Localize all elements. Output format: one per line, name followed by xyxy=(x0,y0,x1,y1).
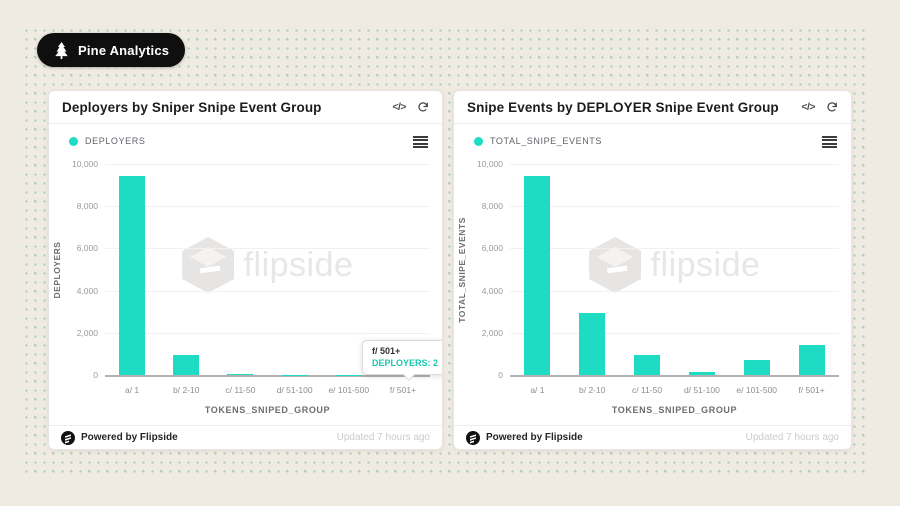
x-tick-label: b/ 2-10 xyxy=(173,385,200,395)
legend-label: TOTAL_SNIPE_EVENTS xyxy=(490,136,603,146)
card-title: Deployers by Sniper Snipe Event Group xyxy=(62,99,322,115)
y-tick-label: 10,000 xyxy=(72,159,98,169)
refresh-icon[interactable] xyxy=(826,101,838,113)
chart-menu-icon[interactable] xyxy=(413,136,428,148)
code-icon[interactable]: </> xyxy=(392,101,406,113)
y-tick-label: 0 xyxy=(498,370,503,380)
gridline xyxy=(105,248,430,250)
powered-by-flipside[interactable]: Powered by Flipside xyxy=(61,430,178,445)
pine-analytics-badge[interactable]: Pine Analytics xyxy=(37,33,186,67)
x-tick-label: c/ 11-50 xyxy=(225,385,256,395)
x-tick-label: c/ 11-50 xyxy=(632,385,663,395)
x-tick-label: d/ 51-100 xyxy=(276,385,313,395)
chart-menu-icon[interactable] xyxy=(822,136,837,148)
bar-a-1[interactable] xyxy=(524,175,551,375)
gridline xyxy=(105,290,430,292)
chart-region: TOTAL_SNIPE_EVENTS TOTAL_SNIPE_EVENTS fl… xyxy=(454,124,851,425)
bar-c-11-50[interactable] xyxy=(634,354,661,375)
card-header: Deployers by Sniper Snipe Event Group </… xyxy=(49,91,442,124)
badge-label: Pine Analytics xyxy=(78,42,170,58)
powered-by-text: Powered by Flipside xyxy=(81,432,178,443)
y-axis-title: DEPLOYERS xyxy=(52,241,62,299)
y-tick-label: 8,000 xyxy=(481,201,503,212)
gridline xyxy=(510,332,839,334)
legend-dot xyxy=(69,136,78,146)
flipside-cube-icon xyxy=(588,237,641,294)
pine-tree-icon xyxy=(55,41,68,59)
flipside-logo-icon xyxy=(466,430,480,445)
legend-dot xyxy=(474,136,483,146)
x-tick-label: e/ 101-500 xyxy=(328,385,370,395)
gridline xyxy=(510,164,839,165)
x-axis-title: TOKENS_SNIPED_GROUP xyxy=(204,405,331,415)
flipside-logo-icon xyxy=(61,430,75,445)
bar-d-51-100[interactable] xyxy=(688,371,715,375)
bar-e-101-500[interactable] xyxy=(743,360,770,375)
flipside-cube-icon xyxy=(181,237,234,294)
updated-timestamp: Updated 7 hours ago xyxy=(336,432,430,443)
bar-b-2-10[interactable] xyxy=(579,312,606,375)
y-tick-label: 2,000 xyxy=(481,327,503,338)
bar-c-11-50[interactable] xyxy=(227,373,254,375)
refresh-icon[interactable] xyxy=(417,101,429,113)
x-axis-labels: a/ 1 b/ 2-10 c/ 11-50 d/ 51-100 e/ 101-500 f/… xyxy=(105,385,430,395)
chart-tooltip: f/ 501+ DEPLOYERS: 2 xyxy=(362,340,442,381)
bar-f-501-[interactable] xyxy=(798,345,825,375)
legend[interactable]: DEPLOYERS xyxy=(69,136,145,146)
x-tick-label: f/ 501+ xyxy=(798,385,825,395)
y-tick-label: 6,000 xyxy=(76,243,98,254)
legend[interactable]: TOTAL_SNIPE_EVENTS xyxy=(474,136,602,146)
gridline xyxy=(105,332,430,334)
legend-label: DEPLOYERS xyxy=(85,136,146,146)
code-icon[interactable]: </> xyxy=(801,101,815,113)
y-axis-title: TOTAL_SNIPE_EVENTS xyxy=(457,217,467,323)
card-footer: Powered by Flipside Updated 7 hours ago xyxy=(49,425,442,449)
bar-a-1[interactable] xyxy=(119,175,146,375)
updated-timestamp: Updated 7 hours ago xyxy=(745,432,839,443)
gridline xyxy=(510,248,839,250)
y-tick-label: 4,000 xyxy=(481,285,503,296)
gridline xyxy=(105,164,430,165)
x-axis-title: TOKENS_SNIPED_GROUP xyxy=(611,405,738,415)
tooltip-value: DEPLOYERS: 2 xyxy=(372,358,439,369)
chart-region: DEPLOYERS DEPLOYERS flipside 0 2,000 4,000… xyxy=(49,124,442,425)
chart-card-deployers: Deployers by Sniper Snipe Event Group </… xyxy=(48,90,443,450)
powered-by-flipside[interactable]: Powered by Flipside xyxy=(466,430,583,445)
x-tick-label: b/ 2-10 xyxy=(579,385,606,395)
gridline xyxy=(510,290,839,292)
watermark-text: flipside xyxy=(650,245,761,284)
y-tick-label: 8,000 xyxy=(76,201,98,212)
plot-area: flipside 0 2,000 4,000 6,000 8,000 10,000 xyxy=(477,159,839,380)
bar-b-2-10[interactable] xyxy=(173,354,200,375)
gridline xyxy=(105,206,430,208)
flipside-watermark: flipside xyxy=(588,237,761,294)
watermark-text: flipside xyxy=(243,245,354,284)
y-tick-label: 2,000 xyxy=(76,327,98,338)
tooltip-category: f/ 501+ xyxy=(372,346,401,356)
card-footer: Powered by Flipside Updated 7 hours ago xyxy=(454,425,851,449)
chart-card-snipe-events: Snipe Events by DEPLOYER Snipe Event Gro… xyxy=(453,90,852,450)
tooltip-caret xyxy=(403,369,415,381)
x-axis-labels: a/ 1 b/ 2-10 c/ 11-50 d/ 51-100 e/ 101-500 f/… xyxy=(510,385,839,395)
x-tick-label: f/ 501+ xyxy=(389,385,417,395)
x-tick-label: d/ 51-100 xyxy=(683,385,720,395)
x-tick-label: a/ 1 xyxy=(530,385,545,395)
y-tick-label: 4,000 xyxy=(76,285,98,296)
x-tick-label: e/ 101-500 xyxy=(736,385,778,395)
x-tick-label: a/ 1 xyxy=(124,385,140,395)
y-tick-label: 10,000 xyxy=(477,159,503,169)
powered-by-text: Powered by Flipside xyxy=(486,432,583,443)
card-title: Snipe Events by DEPLOYER Snipe Event Gro… xyxy=(467,99,779,115)
y-tick-label: 6,000 xyxy=(481,243,503,254)
flipside-watermark: flipside xyxy=(181,237,354,294)
y-tick-label: 0 xyxy=(93,370,98,380)
card-header: Snipe Events by DEPLOYER Snipe Event Gro… xyxy=(454,91,851,124)
gridline xyxy=(510,206,839,208)
